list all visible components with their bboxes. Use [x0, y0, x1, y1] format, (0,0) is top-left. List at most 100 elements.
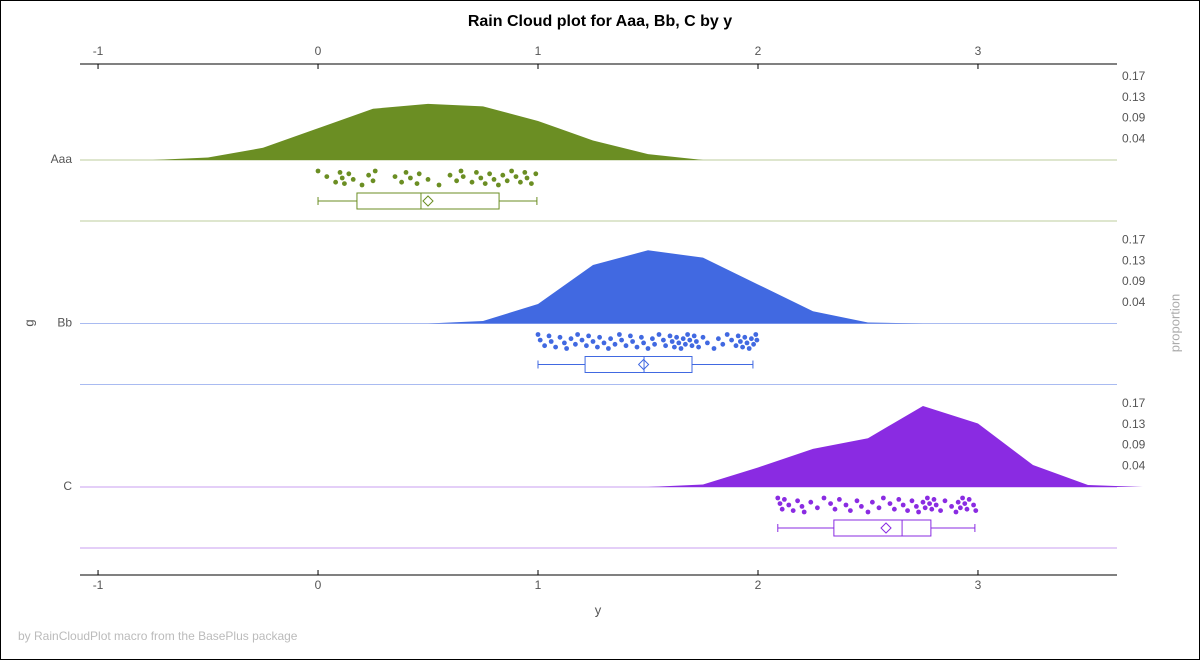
rain-point: [735, 333, 741, 339]
box: [833, 519, 932, 537]
rain-point: [447, 172, 453, 178]
rain-point: [403, 170, 409, 175]
rain-point: [342, 181, 347, 187]
rain-point: [372, 168, 378, 174]
rain-point: [524, 175, 530, 181]
rain-point: [876, 505, 882, 511]
rain-point: [740, 344, 745, 350]
rain-point: [564, 346, 570, 351]
rain-point: [669, 339, 675, 344]
rain-point: [843, 502, 849, 508]
rain-point: [962, 501, 968, 506]
box: [356, 192, 500, 210]
rain-point: [742, 334, 748, 340]
rain-point: [522, 170, 528, 175]
mean: [637, 358, 650, 371]
rain-point: [696, 344, 701, 350]
rain-point: [891, 506, 897, 512]
rain-point: [518, 179, 523, 185]
rain-point: [460, 174, 466, 180]
density: [153, 103, 703, 160]
rain-point: [808, 499, 814, 505]
rain-point: [414, 181, 420, 187]
density: [428, 250, 923, 324]
x-tick-label: 2: [755, 44, 762, 58]
rain-point: [346, 171, 352, 177]
y2-tick-label: 0.09: [1122, 438, 1146, 452]
y-category-label: Bb: [57, 316, 72, 330]
rain-point: [513, 174, 519, 180]
rain-point: [715, 336, 721, 342]
rain-point: [801, 509, 807, 515]
rain-point: [627, 333, 633, 339]
rain-point: [645, 346, 651, 351]
rain-point: [887, 501, 893, 506]
rain-point: [616, 332, 622, 337]
rain-point: [478, 175, 484, 181]
rain-point: [491, 177, 497, 182]
y-category-label: C: [63, 479, 72, 493]
rain-point: [964, 506, 970, 512]
rain-point: [748, 336, 754, 342]
rain-point: [634, 344, 640, 350]
rain-point: [753, 332, 759, 337]
rain-point: [573, 341, 578, 347]
rain-point: [687, 337, 693, 343]
rain-point: [597, 334, 602, 340]
rain-point: [416, 171, 422, 177]
rain-point: [660, 337, 666, 343]
rain-point: [630, 339, 635, 344]
rain-point: [601, 340, 607, 346]
footnote: by RainCloudPlot macro from the BasePlus…: [18, 629, 298, 643]
chart-title: Rain Cloud plot for Aaa, Bb, C by y: [468, 13, 732, 30]
rain-point: [924, 495, 930, 501]
rain-point: [685, 332, 690, 337]
rain-point: [933, 502, 939, 508]
rain-point: [900, 502, 906, 508]
rain-point: [678, 346, 684, 351]
rain-point: [691, 333, 697, 339]
rain-point: [579, 337, 585, 343]
rain-point: [724, 332, 730, 337]
y-axis-label: g: [21, 319, 36, 326]
rain-point: [674, 334, 679, 340]
rain-point: [509, 168, 515, 174]
rain-point: [795, 498, 800, 504]
rain-point: [786, 502, 792, 508]
rain-point: [425, 177, 431, 182]
rain-point: [720, 341, 726, 347]
y2-tick-label: 0.04: [1122, 458, 1146, 472]
rain-point: [929, 506, 935, 512]
rain-point: [553, 344, 559, 350]
rain-point: [359, 182, 365, 188]
rain-point: [754, 337, 760, 343]
rain-point: [496, 182, 501, 188]
rain-point: [504, 178, 510, 184]
rain-point: [656, 332, 662, 337]
rain-point: [905, 508, 910, 513]
y2-tick-label: 0.13: [1122, 253, 1146, 267]
rain-point: [623, 343, 629, 349]
rain-point: [828, 501, 833, 506]
y2-tick-label: 0.09: [1122, 111, 1146, 125]
rain-point: [575, 332, 581, 337]
rain-point: [682, 341, 688, 347]
rain-point: [775, 495, 781, 501]
rain-point: [865, 509, 871, 515]
rain-point: [584, 343, 589, 349]
rain-point: [562, 340, 567, 346]
rain-point: [960, 495, 965, 501]
y-category-label: Aaa: [51, 152, 73, 166]
rain-point: [487, 171, 493, 177]
rain-point: [500, 172, 506, 178]
y2-axis-label: proportion: [1167, 294, 1182, 353]
rain-point: [608, 336, 613, 342]
rain-point: [821, 495, 827, 501]
x-tick-label: 3: [975, 44, 982, 58]
rain-point: [586, 333, 592, 339]
y2-tick-label: 0.04: [1122, 295, 1146, 309]
rain-point: [333, 179, 339, 185]
rain-point: [392, 174, 398, 180]
rain-point: [700, 334, 706, 340]
